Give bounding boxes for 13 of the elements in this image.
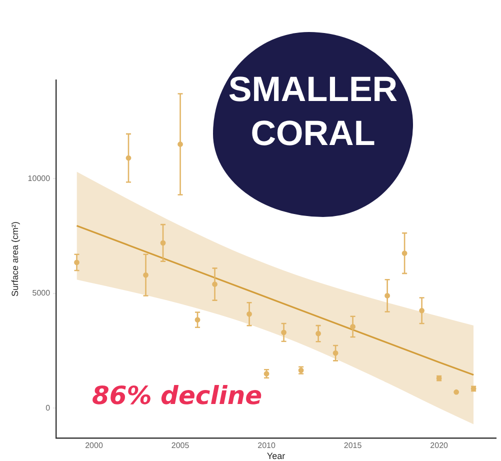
annotation: SMALLER CORAL [227, 69, 399, 155]
y-tick-label: 10000 [28, 174, 51, 183]
x-tick-label: 2010 [258, 441, 276, 450]
x-axis-title: Year [266, 450, 286, 461]
point [454, 389, 460, 395]
x-tick-label: 2005 [171, 441, 190, 450]
x-tick-label: 2020 [430, 441, 449, 450]
x-tick-label: 2000 [85, 441, 104, 450]
y-tick-label: 0 [46, 403, 51, 412]
x-tick-label: 2015 [344, 441, 362, 450]
y-axis-title: Surface area (cm²) [10, 221, 20, 297]
y-tick-label: 5000 [32, 288, 51, 298]
annotation: 86% decline [92, 381, 262, 410]
